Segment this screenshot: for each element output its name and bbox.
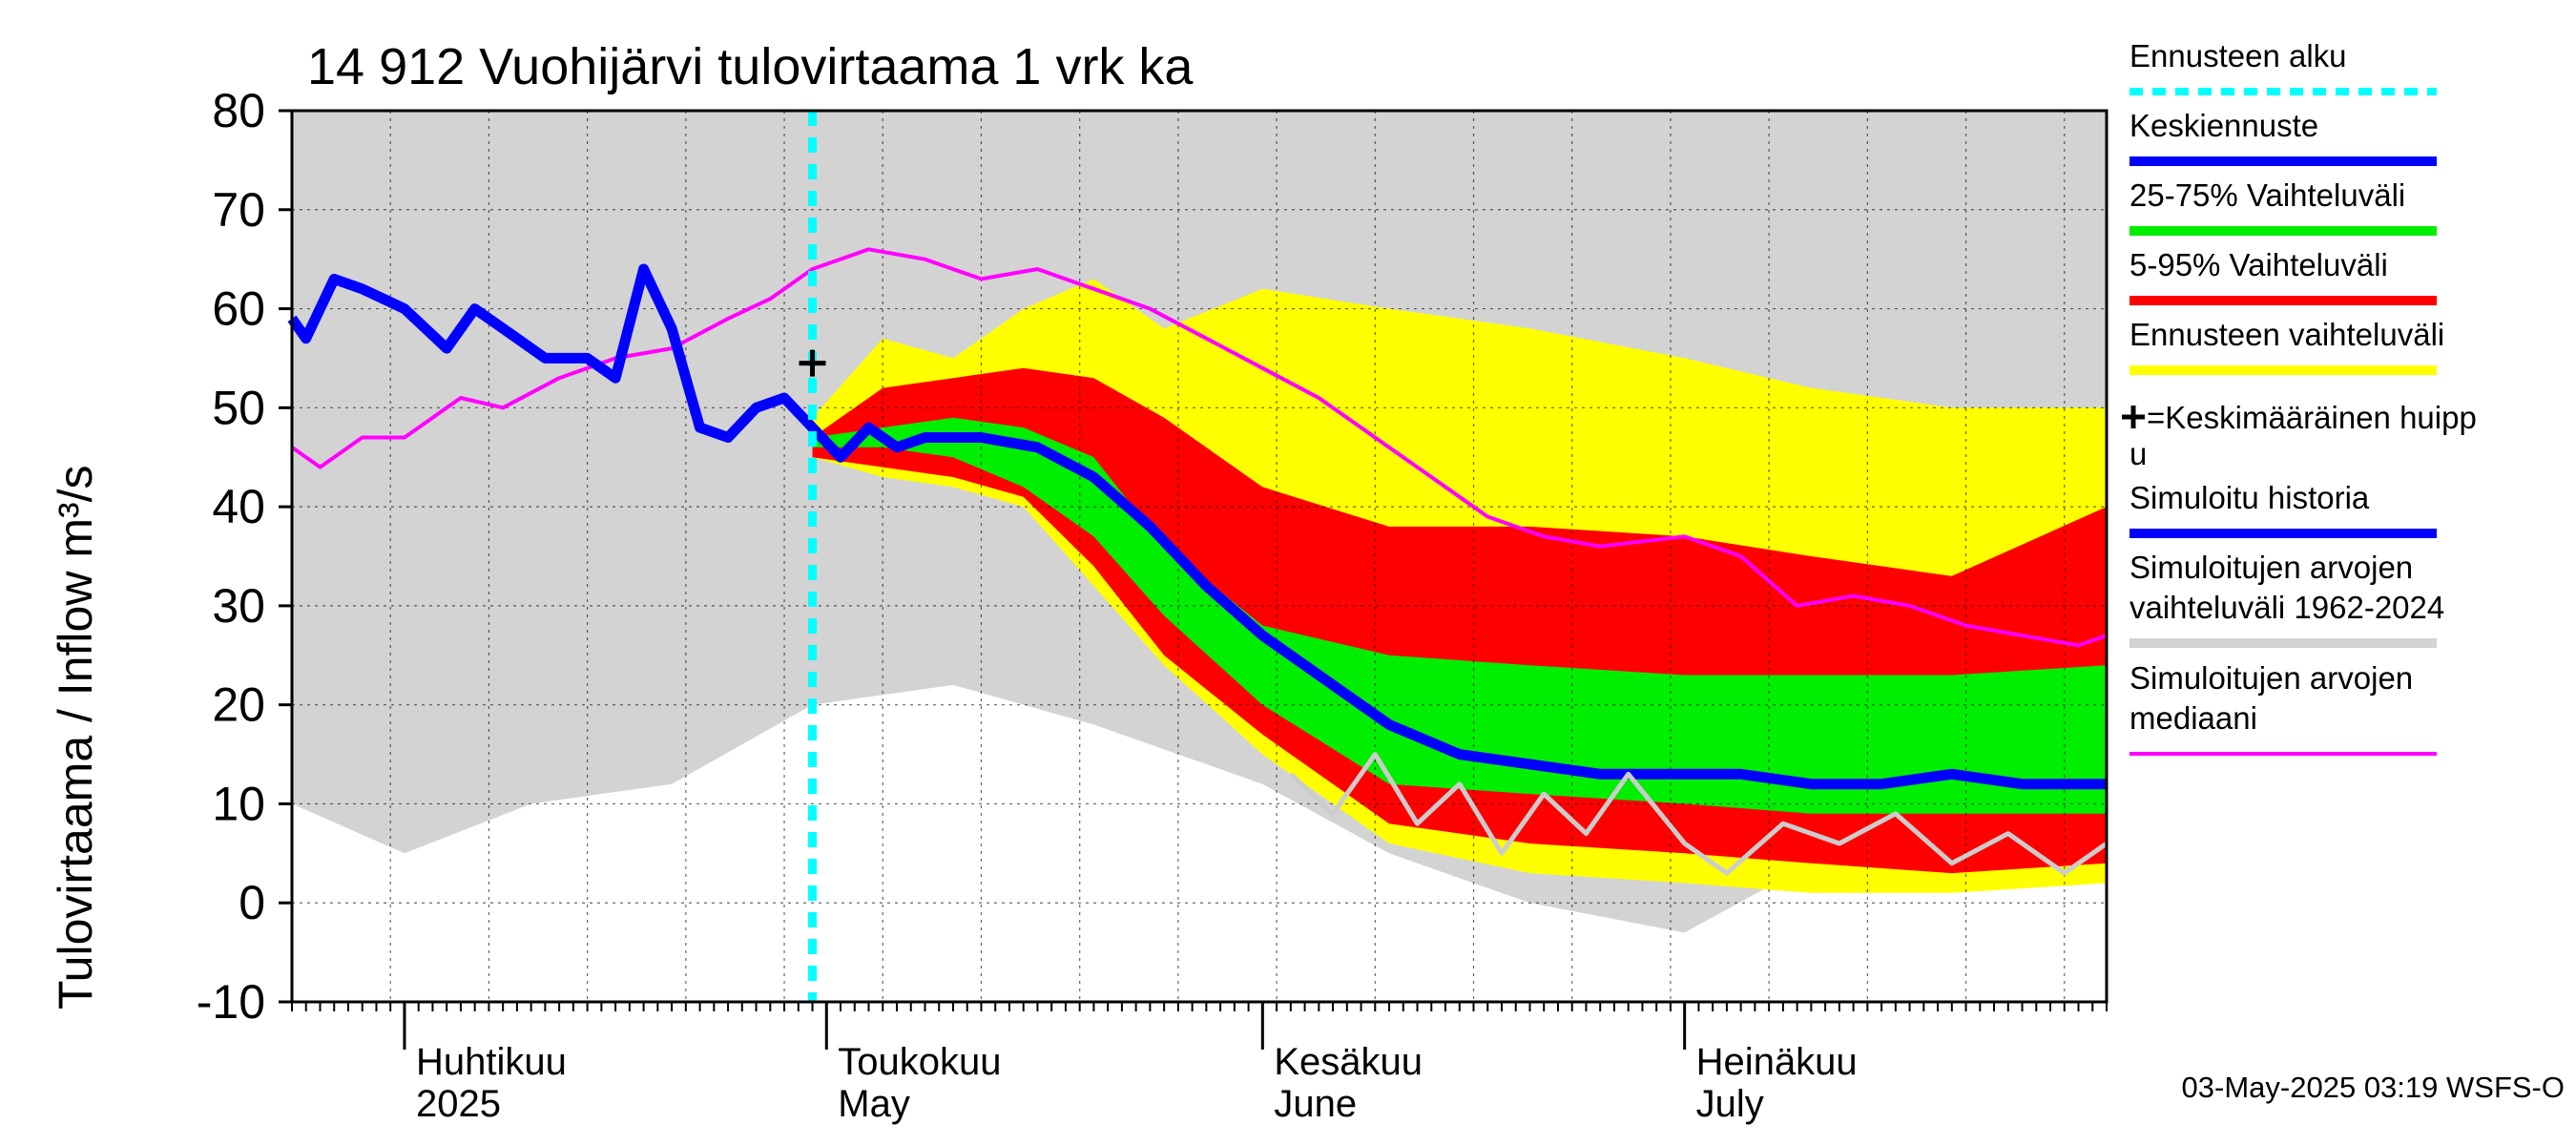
x-month-label: Huhtikuu (416, 1041, 567, 1083)
plot-frame (290, 109, 2109, 1004)
x-month-sublabel: June (1274, 1083, 1357, 1125)
y-tick-label: 0 (239, 876, 265, 929)
legend-label: mediaani (2129, 700, 2257, 736)
legend-label: Simuloitujen arvojen (2129, 550, 2413, 585)
series-line-gray-trace (1289, 752, 2109, 876)
y-tick-label: 60 (212, 282, 265, 336)
legend-label: =Keskimääräinen huipp (2147, 400, 2477, 435)
legend-label: Simuloitu historia (2129, 480, 2370, 515)
y-tick-label: 50 (212, 381, 265, 434)
mean-peak-marker (799, 349, 826, 377)
legend-label: Ennusteen alku (2129, 38, 2347, 73)
legend-label: 5-95% Vaihteluväli (2129, 247, 2388, 282)
x-month-label: Heinäkuu (1696, 1041, 1858, 1083)
legend-label: Simuloitujen arvojen (2129, 660, 2413, 696)
plot-area (287, 109, 2109, 1004)
y-tick-label: 20 (212, 678, 265, 732)
chart-title: 14 912 Vuohijärvi tulovirtaama 1 vrk ka (307, 38, 1194, 95)
y-tick-label: -10 (197, 975, 265, 1029)
x-month-label: Kesäkuu (1274, 1041, 1423, 1083)
legend-label: Ennusteen vaihteluväli (2129, 317, 2444, 352)
y-tick-label: 10 (212, 777, 265, 830)
x-month-sublabel: 2025 (416, 1083, 501, 1125)
series-line-keskiennuste (808, 422, 2107, 790)
x-month-sublabel: July (1696, 1083, 1764, 1125)
x-month-label: Toukokuu (838, 1041, 1001, 1083)
y-axis: -10 0 10 20 30 40 50 60 70 80 (197, 84, 292, 1029)
y-tick-label: 80 (212, 84, 265, 137)
y-tick-label: 30 (212, 579, 265, 633)
legend-label: 25-75% Vaihteluväli (2129, 177, 2405, 213)
y-axis-label: Tulovirtaama / Inflow m³/s (49, 465, 102, 1010)
legend-label: u (2129, 436, 2147, 471)
series-line-simuloitu-historia (287, 263, 817, 443)
x-month-sublabel: May (838, 1083, 910, 1125)
footer-timestamp: 03-May-2025 03:19 WSFS-O (2182, 1071, 2565, 1104)
legend-label: Keskiennuste (2129, 108, 2318, 143)
y-tick-label: 40 (212, 480, 265, 533)
series-line-simuloitujen-arvojen-mediaani (290, 247, 2108, 648)
legend: Ennusteen alku Keskiennuste 25-75% Vaihtel… (2122, 38, 2477, 756)
legend-label: vaihteluväli 1962-2024 (2129, 590, 2444, 625)
y-tick-label: 70 (212, 183, 265, 237)
legend-plus-icon (2122, 406, 2145, 428)
